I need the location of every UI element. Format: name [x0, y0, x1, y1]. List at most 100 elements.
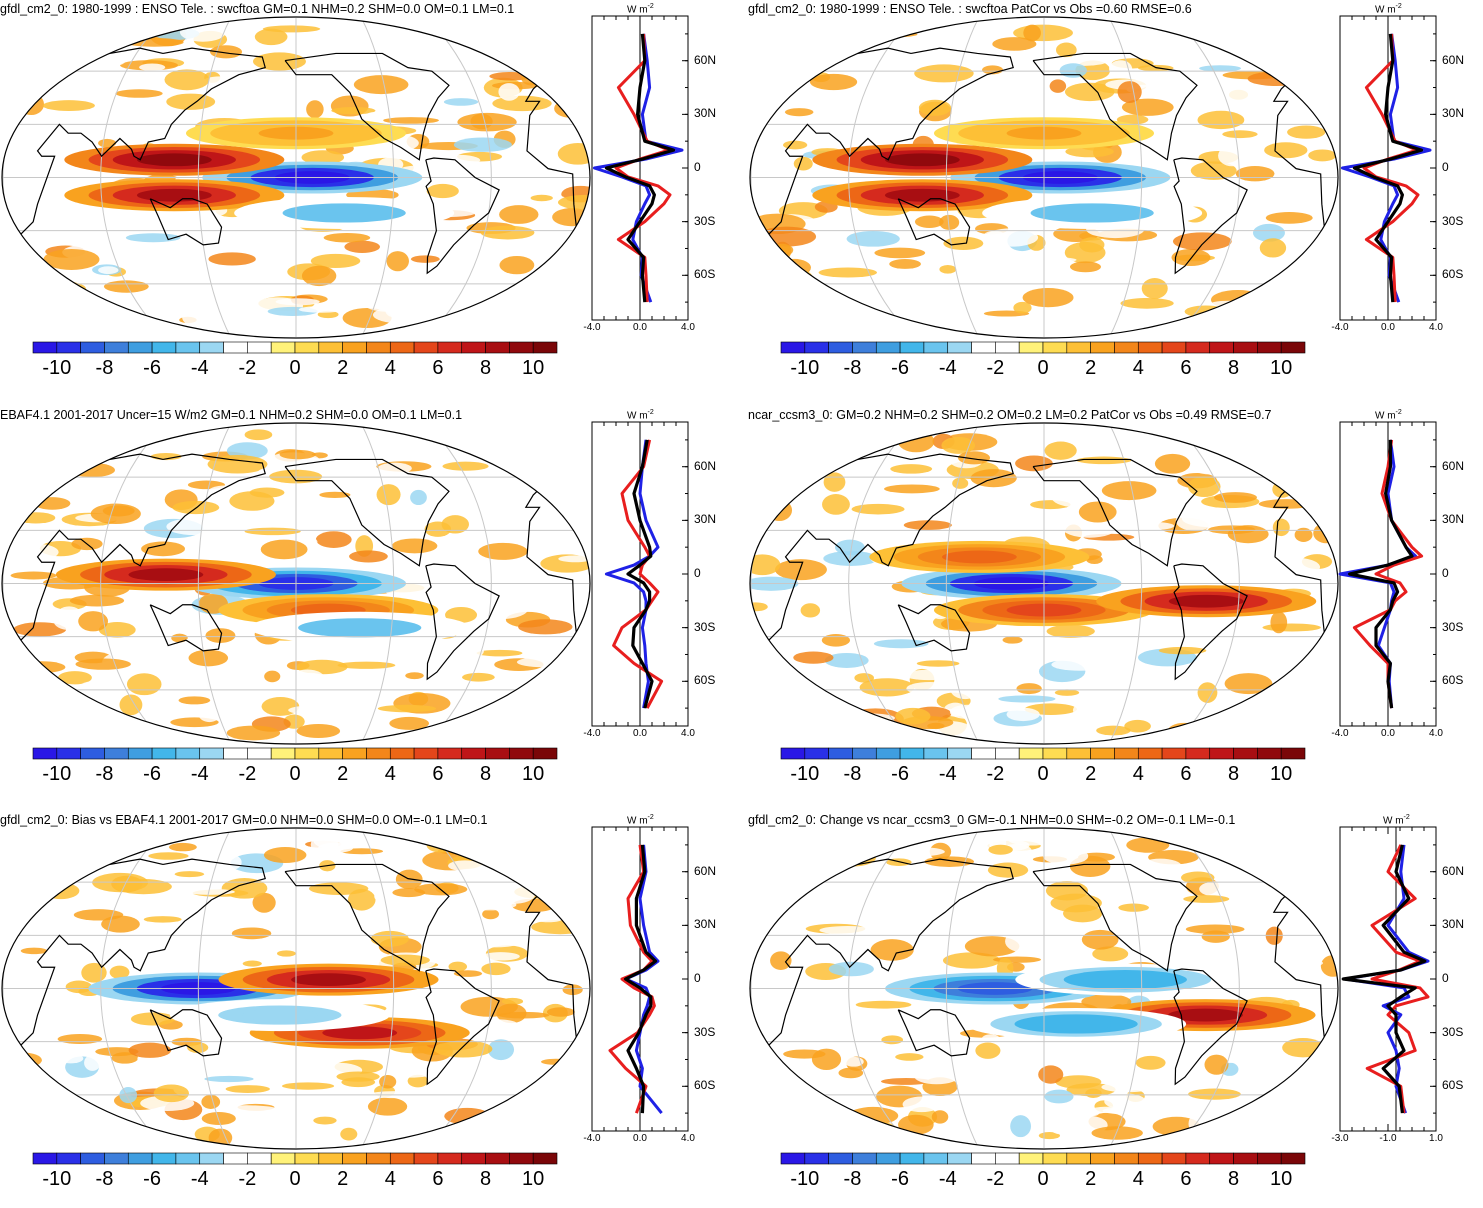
field-patch: [436, 538, 483, 548]
colorbar-bin: [1114, 1152, 1139, 1165]
field-patch: [298, 306, 344, 313]
profile-series-black: [1348, 439, 1414, 709]
x-tick-label: 0.0: [633, 728, 647, 739]
field-patch: [819, 926, 877, 935]
field-patch: [424, 521, 452, 537]
field-patch: [511, 296, 540, 304]
colorbar-bin: [852, 1152, 877, 1165]
field-patch: [1050, 56, 1108, 67]
field-patch: [295, 510, 326, 524]
colorbar-bin: [151, 747, 177, 760]
lat-label: 60S: [1442, 673, 1464, 688]
field-patch: [792, 55, 835, 67]
field-patch: [521, 71, 542, 86]
field-patch: [41, 281, 58, 291]
field-patch: [263, 847, 307, 864]
field-patch: [204, 1075, 254, 1083]
colorbar-label: -6: [143, 763, 161, 785]
colorbar-bin: [899, 747, 925, 760]
colorbar-label: -8: [95, 357, 114, 379]
map-border: [749, 827, 1339, 1150]
field-patch: [100, 314, 119, 330]
field-patch: [353, 75, 409, 95]
field-patch: [221, 878, 268, 899]
profile-series-black: [623, 844, 658, 1114]
field-patch: [897, 430, 935, 453]
field-patch: [955, 929, 990, 939]
field-patch: [1049, 79, 1067, 93]
colorbar-bin: [413, 1152, 439, 1165]
colorbar-label: 8: [479, 763, 492, 785]
lat-label: 30S: [1442, 619, 1464, 634]
field-patch: [970, 469, 1017, 488]
colorbar-bin: [342, 1152, 367, 1165]
colorbar-bin: [437, 341, 463, 354]
colorbar-bin: [294, 341, 320, 354]
graticule-lon: [848, 17, 914, 338]
field-patch: [474, 597, 529, 620]
field-patch: [533, 915, 563, 923]
field-patch: [766, 499, 793, 522]
field-patch: [476, 649, 523, 657]
map-border: [749, 16, 1339, 339]
field-patch: [281, 1082, 335, 1090]
field-patch: [838, 842, 860, 861]
colorbar-label: 0: [1037, 763, 1049, 785]
colorbar-bin: [1209, 1152, 1234, 1165]
field-patch: [528, 994, 576, 1004]
field-patch: [90, 503, 141, 525]
field-patch: [306, 100, 324, 119]
field-patch: [807, 215, 842, 231]
field-patch: [998, 253, 1040, 261]
colorbar-bin: [485, 341, 510, 354]
colorbar-bin: [1090, 341, 1115, 354]
field-patch: [1289, 633, 1316, 651]
field-patch: [69, 594, 125, 607]
field-patch: [445, 606, 478, 623]
colorbar-bin: [32, 1152, 58, 1165]
field-patch: [73, 909, 124, 921]
coastline: [425, 968, 500, 1086]
colorbar-bin: [1257, 747, 1282, 760]
colorbar-label: 4: [384, 763, 396, 785]
field-patch: [168, 842, 197, 852]
colorbar-label: -8: [95, 763, 114, 785]
field-patch: [448, 860, 482, 872]
field-patch: [107, 836, 156, 856]
colorbar-bin: [80, 747, 105, 760]
field-patch: [319, 491, 351, 499]
zonal-profile-plot: [591, 421, 689, 727]
field-patch: [95, 1047, 139, 1057]
colorbar-bin: [127, 341, 153, 354]
map-plot: [1, 16, 591, 339]
field-patch: [162, 610, 183, 628]
field-patch: [197, 704, 221, 723]
field-patch: [886, 846, 945, 857]
zonal-profile-plot: [1339, 826, 1437, 1132]
field-patch: [1224, 673, 1273, 695]
field-feature: [136, 153, 212, 167]
coastline: [897, 1009, 971, 1057]
field-patch: [1252, 223, 1285, 242]
field-patch: [444, 1107, 490, 1125]
field-patch: [367, 1097, 408, 1116]
colorbar-bin: [899, 341, 925, 354]
field-patch: [516, 684, 534, 703]
field-patch: [166, 518, 223, 536]
map-border: [749, 422, 1339, 745]
x-tick-label: 4.0: [681, 728, 695, 739]
field-patch: [1205, 647, 1231, 669]
field-patch: [1121, 546, 1145, 559]
field-patch: [466, 21, 521, 44]
colorbar-bin: [389, 1152, 415, 1165]
field-patch: [382, 117, 439, 124]
colorbar-label: 10: [522, 1168, 545, 1190]
coastline: [897, 198, 971, 246]
field-patch: [141, 541, 186, 557]
colorbar-label: -2: [986, 1168, 1005, 1190]
map-plot: [749, 422, 1339, 745]
field-patch: [1032, 470, 1050, 486]
colorbar-bin: [151, 1152, 177, 1165]
field-patch: [1002, 636, 1023, 644]
lat-label: 60S: [694, 267, 716, 282]
